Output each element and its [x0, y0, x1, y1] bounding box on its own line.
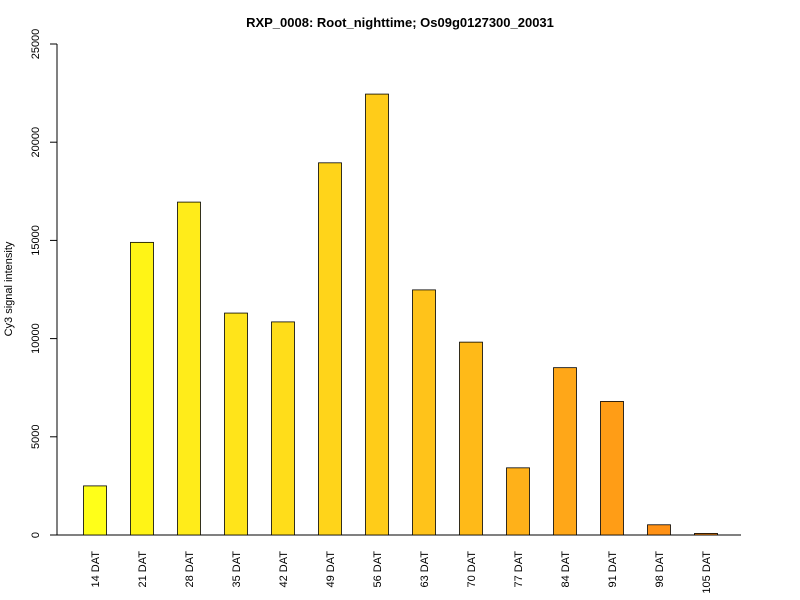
x-tick-label: 84 DAT — [560, 551, 572, 588]
x-tick-label: 42 DAT — [278, 551, 290, 588]
x-tick-label: 77 DAT — [513, 551, 525, 588]
bar — [177, 201, 201, 536]
x-tick-label: 49 DAT — [325, 551, 337, 588]
bar — [318, 162, 342, 536]
bar — [365, 93, 389, 536]
bar — [553, 367, 577, 536]
bar — [600, 401, 624, 536]
bar — [694, 533, 718, 536]
x-tick-label: 63 DAT — [419, 551, 431, 588]
y-tick-label: 25000 — [30, 29, 42, 60]
bars — [83, 93, 718, 536]
x-tick-label: 105 DAT — [701, 551, 713, 594]
x-tick-label: 28 DAT — [184, 551, 196, 588]
x-tick-label: 91 DAT — [607, 551, 619, 588]
bar — [83, 485, 107, 536]
bar — [459, 341, 483, 536]
y-tick-label: 10000 — [30, 323, 42, 354]
y-axis-label: Cy3 signal intensity — [3, 241, 15, 336]
bar — [224, 312, 248, 536]
bar — [647, 524, 671, 536]
chart-title: RXP_0008: Root_nighttime; Os09g0127300_2… — [246, 15, 554, 30]
x-tick-label: 56 DAT — [372, 551, 384, 588]
bar — [271, 321, 295, 536]
x-tick-label: 98 DAT — [654, 551, 666, 588]
y-tick-label: 20000 — [30, 127, 42, 158]
y-tick-label: 5000 — [30, 425, 42, 449]
y-axis: 0 5000 10000 15000 20000 25000 — [30, 29, 58, 538]
bar — [130, 241, 154, 536]
x-axis: 14 DAT 21 DAT 28 DAT 35 DAT 42 DAT 49 DAT 56 D… — [57, 534, 741, 594]
y-tick-label: 15000 — [30, 225, 42, 256]
x-tick-label: 14 DAT — [90, 551, 102, 588]
x-tick-label: 35 DAT — [231, 551, 243, 588]
bar — [506, 467, 530, 536]
x-tick-label: 21 DAT — [137, 551, 149, 588]
bar — [412, 289, 436, 536]
y-tick-label: 0 — [30, 532, 42, 538]
x-tick-label: 70 DAT — [466, 551, 478, 588]
